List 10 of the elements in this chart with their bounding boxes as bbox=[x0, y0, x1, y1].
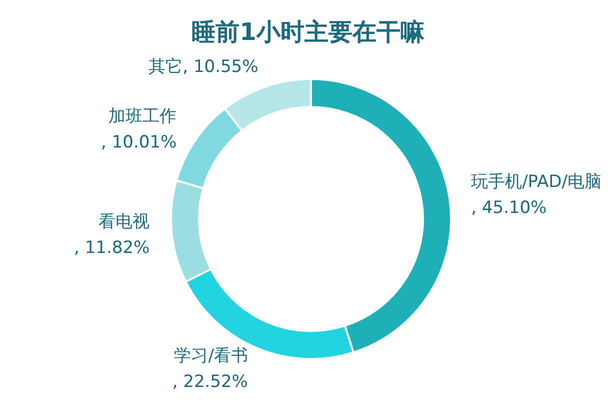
data-label: , 45.10% bbox=[471, 198, 547, 218]
data-label: , 11.82% bbox=[74, 238, 150, 258]
data-label: , 22.52% bbox=[172, 372, 248, 392]
chart-title: 睡前1小时主要在干嘛 bbox=[192, 18, 426, 46]
slice-label: 其它, 10.55% bbox=[148, 56, 258, 77]
slice-label: 加班工作 bbox=[108, 106, 177, 126]
data-label: , 10.01% bbox=[101, 132, 177, 152]
slice-label: 学习/看书 bbox=[174, 346, 248, 366]
slice-label: 玩手机/PAD/电脑 bbox=[471, 172, 602, 192]
slice-label: 看电视 bbox=[98, 212, 150, 232]
